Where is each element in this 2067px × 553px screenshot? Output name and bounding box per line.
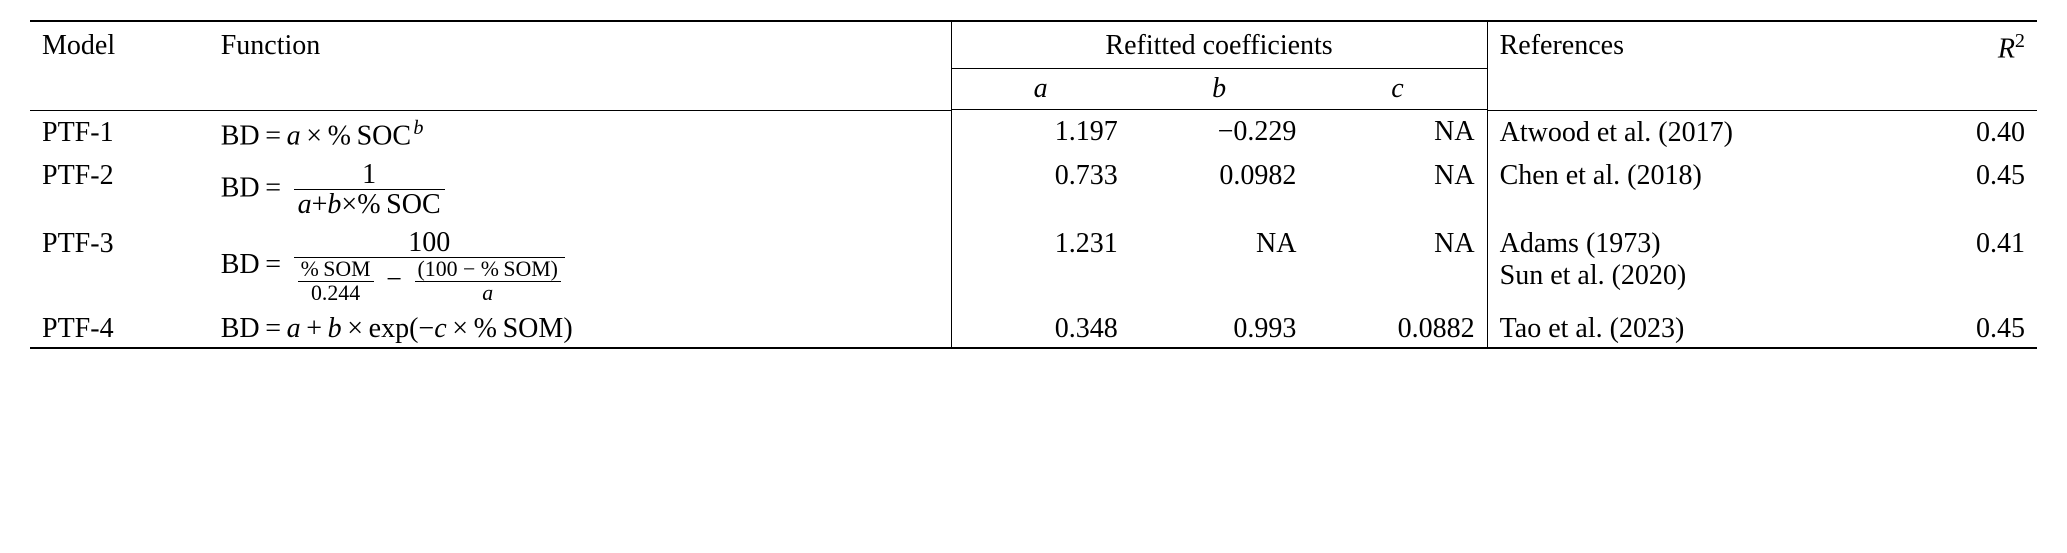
col-b: b [1130,69,1309,110]
cell-r2: 0.45 [1913,307,2037,348]
cell-c: NA [1308,222,1487,307]
cell-function: BD = a + b × exp(−c × % SOM) [209,307,951,348]
cell-c: 0.0882 [1308,307,1487,348]
cell-function: BD = 1 a+b×% SOC [209,154,951,222]
table-row: PTF-4 BD = a + b × exp(−c × % SOM) 0.348… [30,307,2037,348]
cell-ref: Chen et al. (2018) [1487,154,1913,222]
cell-ref: Adams (1973) Sun et al. (2020) [1487,222,1913,307]
cell-ref: Atwood et al. (2017) [1487,110,1913,154]
cell-b: 0.0982 [1130,154,1309,222]
cell-r2: 0.45 [1913,154,2037,222]
table-row: PTF-1 BD = a × % SOC b 1.197 −0.229 NA A… [30,110,2037,154]
cell-model: PTF-2 [30,154,209,222]
cell-model: PTF-4 [30,307,209,348]
col-c: c [1308,69,1487,110]
r2-sup: 2 [2015,30,2025,52]
cell-r2: 0.41 [1913,222,2037,307]
cell-a: 0.348 [951,307,1130,348]
table-row: PTF-2 BD = 1 a+b×% SOC 0.733 0.0982 NA C… [30,154,2037,222]
col-refitted: Refitted coefficients [951,21,1487,69]
col-r2: R2 [1913,21,2037,110]
col-model: Model [30,21,209,110]
cell-c: NA [1308,154,1487,222]
cell-c: NA [1308,110,1487,154]
cell-b: −0.229 [1130,110,1309,154]
cell-b: 0.993 [1130,307,1309,348]
table-row: PTF-3 BD = 100 % SOM 0.244 − (100 − % SO… [30,222,2037,307]
cell-function: BD = a × % SOC b [209,110,951,154]
cell-b: NA [1130,222,1309,307]
col-a: a [951,69,1130,110]
cell-ref: Tao et al. (2023) [1487,307,1913,348]
cell-model: PTF-1 [30,110,209,154]
cell-a: 1.231 [951,222,1130,307]
cell-r2: 0.40 [1913,110,2037,154]
ptf-table: Model Function Refitted coefficients Ref… [30,20,2037,349]
cell-model: PTF-3 [30,222,209,307]
col-references: References [1487,21,1913,110]
cell-a: 1.197 [951,110,1130,154]
cell-a: 0.733 [951,154,1130,222]
cell-function: BD = 100 % SOM 0.244 − (100 − % SOM) a [209,222,951,307]
r2-letter: R [1998,33,2015,64]
col-function: Function [209,21,951,110]
